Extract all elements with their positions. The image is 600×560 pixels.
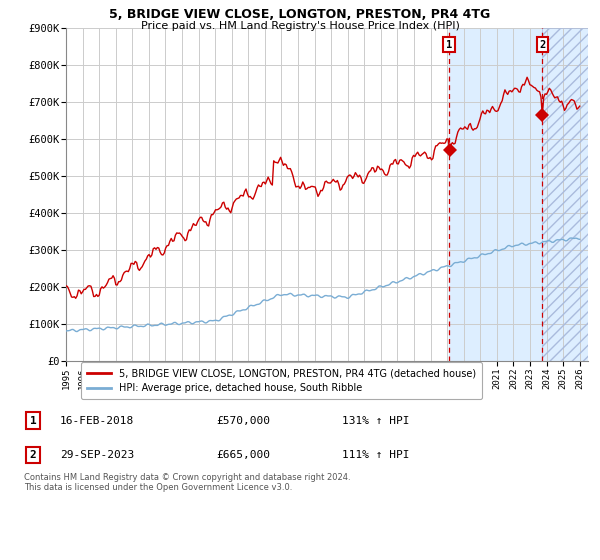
Text: 5, BRIDGE VIEW CLOSE, LONGTON, PRESTON, PR4 4TG: 5, BRIDGE VIEW CLOSE, LONGTON, PRESTON, … bbox=[109, 8, 491, 21]
Text: £570,000: £570,000 bbox=[216, 416, 270, 426]
Text: 1: 1 bbox=[446, 40, 452, 50]
Text: 131% ↑ HPI: 131% ↑ HPI bbox=[342, 416, 409, 426]
Bar bbox=[542, 28, 588, 361]
Text: 16-FEB-2018: 16-FEB-2018 bbox=[60, 416, 134, 426]
Text: 2: 2 bbox=[29, 450, 37, 460]
Text: 29-SEP-2023: 29-SEP-2023 bbox=[60, 450, 134, 460]
Text: 2: 2 bbox=[539, 40, 545, 50]
Text: 1: 1 bbox=[29, 416, 37, 426]
Bar bbox=[449, 28, 588, 361]
Text: £665,000: £665,000 bbox=[216, 450, 270, 460]
Text: Price paid vs. HM Land Registry's House Price Index (HPI): Price paid vs. HM Land Registry's House … bbox=[140, 21, 460, 31]
Text: 111% ↑ HPI: 111% ↑ HPI bbox=[342, 450, 409, 460]
Text: Contains HM Land Registry data © Crown copyright and database right 2024.
This d: Contains HM Land Registry data © Crown c… bbox=[24, 473, 350, 492]
Legend: 5, BRIDGE VIEW CLOSE, LONGTON, PRESTON, PR4 4TG (detached house), HPI: Average p: 5, BRIDGE VIEW CLOSE, LONGTON, PRESTON, … bbox=[82, 362, 482, 399]
